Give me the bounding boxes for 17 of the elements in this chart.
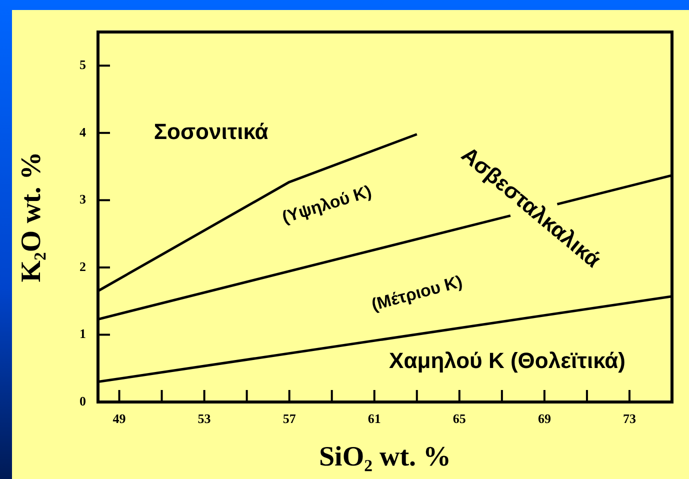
y-tick-label: 3 bbox=[80, 192, 86, 207]
x-tick-label: 57 bbox=[282, 411, 296, 426]
x-tick-label: 61 bbox=[368, 411, 381, 426]
y-axis-title: K₂O wt. % bbox=[16, 152, 48, 282]
x-tick-label: 73 bbox=[622, 411, 636, 426]
y-tick-label: 5 bbox=[80, 56, 86, 72]
x-tick-label: 53 bbox=[198, 411, 212, 426]
x-tick-label: 65 bbox=[452, 411, 466, 426]
annotation: Χαμηλού K (Θολεϊτικά) bbox=[389, 348, 626, 374]
x-axis-title: SiO₂ wt. % bbox=[318, 441, 452, 472]
y-tick-label: 1 bbox=[80, 326, 86, 342]
annotation: Σοσονιτικά bbox=[154, 119, 269, 144]
x-tick-label: 69 bbox=[538, 411, 552, 426]
x-tick-label: 49 bbox=[112, 411, 126, 426]
y-tick-label: 0 bbox=[80, 393, 86, 408]
y-tick-label: 4 bbox=[80, 124, 86, 140]
y-tick-label: 2 bbox=[80, 258, 86, 274]
